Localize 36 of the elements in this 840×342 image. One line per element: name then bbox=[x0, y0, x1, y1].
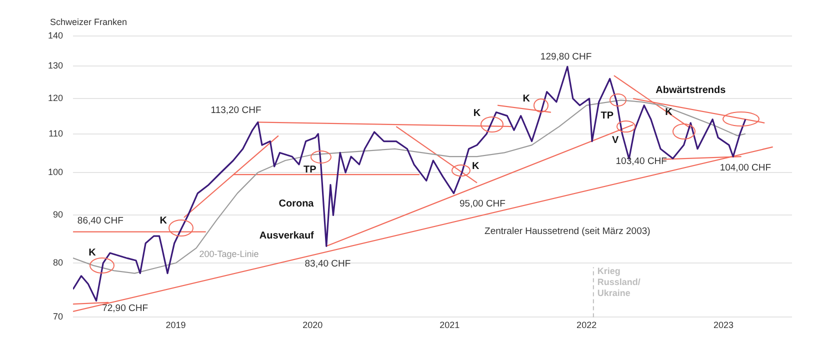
x-tick-label: 2021 bbox=[440, 320, 460, 330]
annotation: Abwärtstrends bbox=[656, 84, 726, 96]
annotation: TP bbox=[304, 164, 317, 176]
annotation: V bbox=[612, 134, 619, 146]
annotation: K bbox=[472, 161, 480, 172]
ref-line-label: Krieg Russland/ Ukraine bbox=[597, 266, 641, 298]
x-tick-label: 2023 bbox=[714, 320, 734, 330]
annotation: TP bbox=[600, 110, 614, 122]
annotation: 95,00 CHF bbox=[460, 198, 506, 210]
y-tick-label: 70 bbox=[53, 312, 64, 322]
x-tick-label: 2022 bbox=[576, 320, 597, 330]
annotation: 113,20 CHF bbox=[210, 104, 262, 116]
y-tick-label: 100 bbox=[48, 166, 64, 177]
y-tick-label: 110 bbox=[48, 128, 64, 138]
annotation: Zentraler Haussetrend (seit März 2003) bbox=[484, 226, 650, 237]
annotation: K bbox=[522, 93, 531, 104]
annotation: Corona bbox=[278, 198, 314, 210]
y-tick-label: 140 bbox=[48, 30, 64, 40]
annotation: 83,40 CHF bbox=[304, 258, 351, 270]
y-tick-label: 80 bbox=[53, 258, 64, 268]
annotation: 104,00 CHF bbox=[720, 162, 772, 174]
y-axis-title: Schweizer Franken bbox=[50, 16, 128, 27]
annotation: K bbox=[473, 108, 482, 120]
annotation: 129,80 CHF bbox=[540, 52, 592, 63]
x-tick-label: 2020 bbox=[302, 320, 323, 330]
x-tick-label: 2019 bbox=[166, 320, 186, 330]
annotation: 72,90 CHF bbox=[102, 303, 148, 314]
y-tick-label: 90 bbox=[53, 210, 64, 220]
annotation: 103,40 CHF bbox=[616, 156, 668, 167]
annotation: 86,40 CHF bbox=[77, 215, 124, 226]
annotation: K bbox=[88, 247, 97, 258]
series-label: 200-Tage-Linie bbox=[199, 249, 259, 260]
y-tick-label: 120 bbox=[48, 93, 64, 104]
y-tick-label: 130 bbox=[48, 60, 64, 71]
annotation: K bbox=[160, 215, 168, 226]
annotation: Ausverkauf bbox=[259, 230, 315, 242]
